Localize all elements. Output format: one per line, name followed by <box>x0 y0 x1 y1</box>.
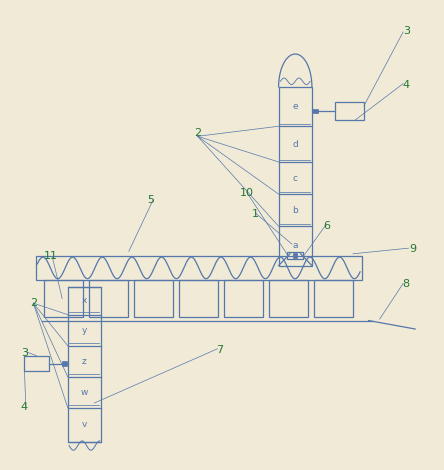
Bar <box>62 361 67 366</box>
Bar <box>335 102 364 120</box>
Text: 6: 6 <box>323 220 330 231</box>
Text: 11: 11 <box>44 251 58 261</box>
Text: 2: 2 <box>30 298 37 308</box>
Text: b: b <box>293 206 298 215</box>
Text: z: z <box>82 357 87 366</box>
Text: v: v <box>82 420 87 429</box>
Bar <box>89 280 128 317</box>
Text: 1: 1 <box>252 209 259 219</box>
Text: 3: 3 <box>403 25 410 36</box>
Bar <box>44 280 83 317</box>
Bar <box>24 356 49 371</box>
Bar <box>134 280 173 317</box>
Text: w: w <box>81 388 88 397</box>
Bar <box>179 280 218 317</box>
Text: a: a <box>293 242 298 251</box>
Bar <box>279 87 312 266</box>
Text: 9: 9 <box>409 244 416 254</box>
Bar <box>312 109 318 113</box>
Text: 5: 5 <box>147 195 155 205</box>
Text: 2: 2 <box>194 127 201 138</box>
Text: c: c <box>293 173 298 182</box>
Text: 7: 7 <box>216 345 223 355</box>
Bar <box>314 280 353 317</box>
Text: y: y <box>82 326 87 335</box>
Bar <box>224 280 263 317</box>
Bar <box>67 287 101 442</box>
Bar <box>269 280 308 317</box>
Text: 4: 4 <box>403 79 410 90</box>
Bar <box>293 253 297 258</box>
Text: 8: 8 <box>403 279 410 290</box>
Text: x: x <box>82 296 87 305</box>
Bar <box>36 256 362 280</box>
Text: 3: 3 <box>21 347 28 358</box>
Bar <box>287 252 303 258</box>
Text: 4: 4 <box>21 401 28 412</box>
Text: 10: 10 <box>239 188 254 198</box>
Text: e: e <box>293 102 298 111</box>
Text: d: d <box>293 140 298 149</box>
